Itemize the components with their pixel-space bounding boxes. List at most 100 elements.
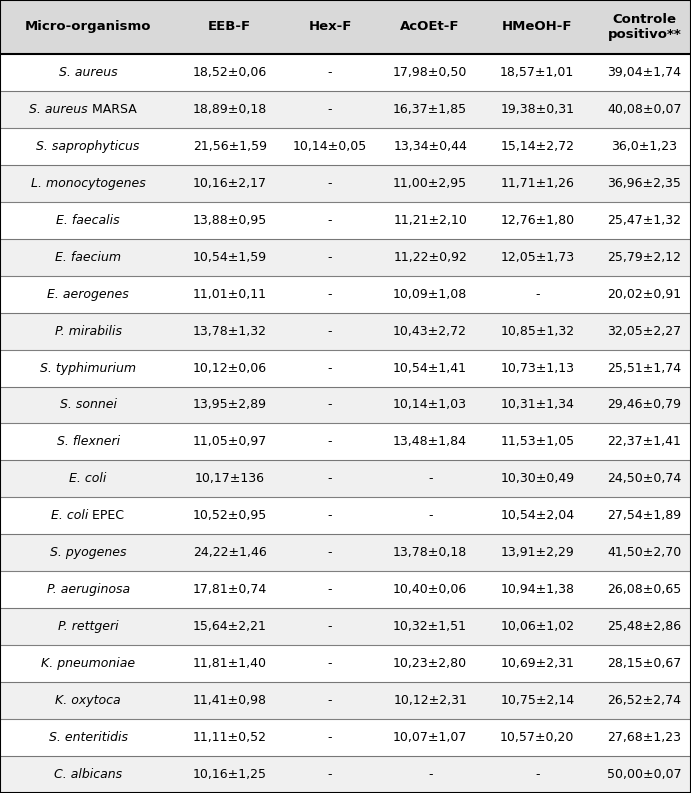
Text: 10,54±2,04: 10,54±2,04 (500, 509, 574, 523)
Text: 20,02±0,91: 20,02±0,91 (607, 288, 681, 301)
Text: 13,88±0,95: 13,88±0,95 (193, 214, 267, 227)
Text: S. pyogenes: S. pyogenes (50, 546, 126, 559)
Text: 13,95±2,89: 13,95±2,89 (193, 399, 267, 412)
Text: -: - (328, 399, 332, 412)
Text: -: - (328, 584, 332, 596)
Bar (0, 128, 691, 165)
Text: 13,78±1,32: 13,78±1,32 (193, 324, 267, 338)
Bar (0, 165, 691, 201)
Text: E. coli: E. coli (50, 509, 88, 523)
Text: -: - (328, 324, 332, 338)
Text: -: - (328, 473, 332, 485)
Text: EEB-F: EEB-F (208, 21, 252, 33)
Text: -: - (428, 473, 433, 485)
Text: 10,16±2,17: 10,16±2,17 (193, 177, 267, 190)
Text: E. aerogenes: E. aerogenes (47, 288, 129, 301)
Text: 11,00±2,95: 11,00±2,95 (393, 177, 467, 190)
Text: 10,52±0,95: 10,52±0,95 (193, 509, 267, 523)
Text: 19,38±0,31: 19,38±0,31 (500, 103, 574, 116)
Text: 13,48±1,84: 13,48±1,84 (393, 435, 467, 448)
Text: -: - (328, 103, 332, 116)
Text: S. aureus: S. aureus (59, 66, 117, 79)
Text: 13,78±0,18: 13,78±0,18 (393, 546, 467, 559)
Text: S. typhimurium: S. typhimurium (40, 362, 136, 374)
Text: S. enteritidis: S. enteritidis (48, 731, 128, 744)
Text: 26,52±2,74: 26,52±2,74 (607, 694, 681, 707)
Text: E. coli: E. coli (69, 473, 107, 485)
Text: 21,56±1,59: 21,56±1,59 (193, 140, 267, 153)
Text: 18,89±0,18: 18,89±0,18 (193, 103, 267, 116)
Text: 10,31±1,34: 10,31±1,34 (500, 399, 574, 412)
Text: P. aeruginosa: P. aeruginosa (46, 584, 130, 596)
Text: -: - (328, 214, 332, 227)
Text: 36,0±1,23: 36,0±1,23 (612, 140, 677, 153)
Text: -: - (328, 288, 332, 301)
Text: 11,01±0,11: 11,01±0,11 (193, 288, 267, 301)
Text: -: - (328, 620, 332, 633)
Bar (0, 719, 691, 756)
Text: 10,54±1,41: 10,54±1,41 (393, 362, 467, 374)
Bar (0, 461, 691, 497)
Text: -: - (328, 731, 332, 744)
Text: Controle
positivo**: Controle positivo** (607, 13, 681, 41)
Text: 10,07±1,07: 10,07±1,07 (393, 731, 467, 744)
Text: L. monocytogenes: L. monocytogenes (30, 177, 146, 190)
Text: AcOEt-F: AcOEt-F (400, 21, 460, 33)
Text: 29,46±0,79: 29,46±0,79 (607, 399, 681, 412)
Text: 10,16±1,25: 10,16±1,25 (193, 768, 267, 781)
Text: P. rettgeri: P. rettgeri (58, 620, 118, 633)
Text: S. flexneri: S. flexneri (57, 435, 120, 448)
Text: 26,08±0,65: 26,08±0,65 (607, 584, 681, 596)
Text: 17,98±0,50: 17,98±0,50 (393, 66, 467, 79)
Text: Hex-F: Hex-F (308, 21, 352, 33)
Text: 11,71±1,26: 11,71±1,26 (500, 177, 574, 190)
Text: 13,34±0,44: 13,34±0,44 (393, 140, 467, 153)
Text: 10,54±1,59: 10,54±1,59 (193, 251, 267, 263)
Text: -: - (328, 435, 332, 448)
Text: 10,73±1,13: 10,73±1,13 (500, 362, 574, 374)
Text: 12,05±1,73: 12,05±1,73 (500, 251, 574, 263)
Text: -: - (535, 768, 540, 781)
Text: 10,23±2,80: 10,23±2,80 (393, 657, 467, 670)
Text: MARSA: MARSA (88, 103, 137, 116)
Text: 22,37±1,41: 22,37±1,41 (607, 435, 681, 448)
Bar (0, 91, 691, 128)
Bar (0, 239, 691, 276)
Bar (0, 756, 691, 793)
Text: 16,37±1,85: 16,37±1,85 (393, 103, 467, 116)
Text: 25,47±1,32: 25,47±1,32 (607, 214, 681, 227)
Text: 11,11±0,52: 11,11±0,52 (193, 731, 267, 744)
Text: C. albicans: C. albicans (54, 768, 122, 781)
Text: -: - (328, 546, 332, 559)
Text: 25,79±2,12: 25,79±2,12 (607, 251, 681, 263)
Text: -: - (328, 768, 332, 781)
Bar (0, 350, 691, 386)
Text: P. mirabilis: P. mirabilis (55, 324, 122, 338)
Bar (0, 571, 691, 608)
Bar (0, 682, 691, 719)
Text: 11,21±2,10: 11,21±2,10 (393, 214, 467, 227)
Text: 32,05±2,27: 32,05±2,27 (607, 324, 681, 338)
Text: -: - (328, 251, 332, 263)
Text: HMeOH-F: HMeOH-F (502, 21, 573, 33)
Text: 24,50±0,74: 24,50±0,74 (607, 473, 681, 485)
Text: S. aureus: S. aureus (30, 103, 88, 116)
Text: E. faecalis: E. faecalis (56, 214, 120, 227)
Text: 17,81±0,74: 17,81±0,74 (193, 584, 267, 596)
Text: 10,30±0,49: 10,30±0,49 (500, 473, 574, 485)
Text: -: - (328, 694, 332, 707)
Text: 40,08±0,07: 40,08±0,07 (607, 103, 681, 116)
Bar (0, 608, 691, 646)
Text: E. faecium: E. faecium (55, 251, 121, 263)
Text: 10,69±2,31: 10,69±2,31 (500, 657, 574, 670)
Text: 10,12±0,06: 10,12±0,06 (193, 362, 267, 374)
Text: -: - (328, 509, 332, 523)
Bar (0, 386, 691, 423)
Text: 11,05±0,97: 11,05±0,97 (193, 435, 267, 448)
Text: 27,54±1,89: 27,54±1,89 (607, 509, 681, 523)
Text: 27,68±1,23: 27,68±1,23 (607, 731, 681, 744)
Text: 11,41±0,98: 11,41±0,98 (193, 694, 267, 707)
Text: -: - (328, 66, 332, 79)
Text: 18,52±0,06: 18,52±0,06 (193, 66, 267, 79)
Text: -: - (428, 509, 433, 523)
